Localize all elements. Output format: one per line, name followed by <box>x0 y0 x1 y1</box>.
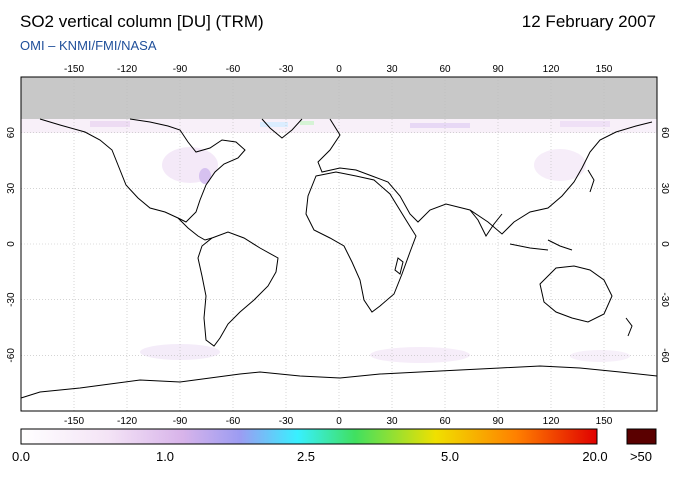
coast-eurasia <box>317 118 653 235</box>
longitude-ticks-bottom: -150 -120 -90 -60 -30 0 30 60 90 120 150 <box>64 416 613 427</box>
coast-africa <box>305 171 417 313</box>
colorbar-label: 2.5 <box>296 449 316 464</box>
colorbar-label: 1.0 <box>155 449 175 464</box>
tick-label: -30 <box>279 416 294 427</box>
tick-label: -60 <box>226 64 241 75</box>
coast-new-zealand <box>625 317 633 337</box>
tick-label: 60 <box>439 416 451 427</box>
tick-label: 90 <box>492 416 504 427</box>
tick-label: 30 <box>386 64 398 75</box>
coast-greenland <box>261 118 303 139</box>
tick-label: 0 <box>6 241 17 247</box>
tick-label: 120 <box>543 64 560 75</box>
latitude-ticks-right: 60 30 0 -30 -60 <box>659 127 670 363</box>
tick-label: -60 <box>226 416 241 427</box>
coast-madagascar <box>394 257 404 275</box>
coast-japan <box>587 169 595 193</box>
coastlines <box>20 118 658 399</box>
tick-label: -60 <box>659 348 670 363</box>
tick-label: -60 <box>6 348 17 363</box>
tick-label: -90 <box>173 64 188 75</box>
tick-label: 60 <box>6 127 17 139</box>
tick-label: 30 <box>659 183 670 195</box>
coast-south-america <box>197 231 279 347</box>
tick-label: 60 <box>439 64 451 75</box>
tick-label: -120 <box>117 64 137 75</box>
tick-label: 150 <box>596 64 613 75</box>
tick-label: 0 <box>336 64 342 75</box>
tick-label: -150 <box>64 416 84 427</box>
coast-indonesia <box>509 239 573 251</box>
latitude-ticks-left: 60 30 0 -30 -60 <box>6 127 17 363</box>
tick-label: 60 <box>659 127 670 139</box>
data-credit: OMI – KNMI/FMI/NASA <box>20 38 157 53</box>
tick-label: 150 <box>596 416 613 427</box>
tick-label: 120 <box>543 416 560 427</box>
tick-label: 0 <box>336 416 342 427</box>
map-title: SO2 vertical column [DU] (TRM) <box>20 12 264 31</box>
tick-label: -30 <box>6 292 17 307</box>
longitude-ticks-top: -150 -120 -90 -60 -30 0 30 60 90 120 150 <box>64 64 613 75</box>
tick-label: -30 <box>659 292 670 307</box>
map-frame <box>20 76 658 412</box>
colorbar-label: 5.0 <box>440 449 460 464</box>
tick-label: 30 <box>6 182 17 194</box>
coast-central-america <box>177 217 213 241</box>
tick-label: -150 <box>64 64 84 75</box>
tick-label: -120 <box>117 416 137 427</box>
tick-label: -90 <box>173 416 188 427</box>
tick-label: 90 <box>492 64 504 75</box>
tick-label: 30 <box>386 416 398 427</box>
tick-label: -30 <box>279 64 294 75</box>
coast-north-america <box>39 118 246 223</box>
coast-australia <box>539 265 613 323</box>
colorbar-label: 20.0 <box>582 449 608 464</box>
tick-label: 0 <box>659 241 670 247</box>
colorbar-over-swatch <box>626 428 657 445</box>
map-date: 12 February 2007 <box>521 12 656 31</box>
colorbar-gradient <box>20 428 598 445</box>
coast-antarctica <box>20 365 658 399</box>
colorbar-over-label: >50 <box>629 449 653 464</box>
colorbar-label: 0.0 <box>11 449 31 464</box>
coast-india <box>469 209 503 237</box>
